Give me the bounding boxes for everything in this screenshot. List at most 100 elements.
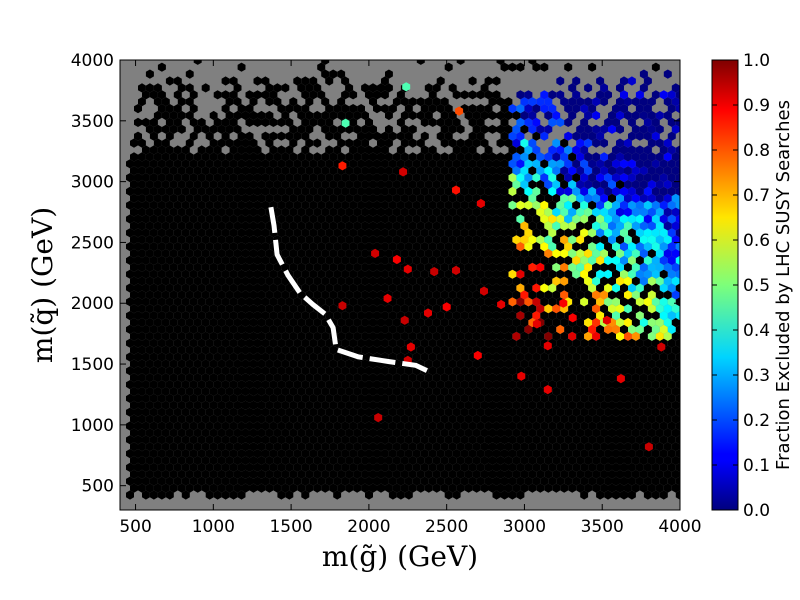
hexbin-cell <box>612 228 620 238</box>
hexbin-cell <box>321 317 330 328</box>
hexbin-cell <box>588 131 597 141</box>
y-tick-label: 2500 <box>71 233 114 253</box>
hexbin-cell <box>301 131 310 141</box>
hexbin-cell <box>484 159 493 169</box>
hexbin-cell <box>189 435 198 445</box>
hexbin-cell <box>305 469 314 479</box>
hexbin-cell <box>388 200 397 210</box>
hexbin-cell <box>301 435 310 445</box>
hexbin-cell <box>480 138 489 148</box>
hexbin-cell <box>452 311 461 321</box>
hexbin-cell <box>253 173 262 183</box>
hexbin-cell <box>488 248 497 259</box>
hexbin-cell <box>520 262 529 272</box>
hexbin-cell <box>679 140 680 146</box>
hexbin-cell <box>134 435 142 445</box>
hexbin-cell <box>560 248 569 259</box>
hexbin-cell <box>663 345 672 355</box>
hexbin-cell <box>261 449 270 459</box>
hexbin-cell <box>245 421 254 431</box>
hexbin-cell <box>675 338 680 348</box>
hexbin-cell <box>663 373 672 383</box>
hexbin-cell <box>157 462 166 472</box>
hexbin-cell <box>349 476 358 486</box>
hexbin-cells <box>126 60 692 500</box>
hexbin-cell <box>149 449 158 459</box>
hexbin-cell <box>225 124 234 134</box>
hexbin-cell <box>337 483 346 493</box>
hexbin-cell <box>580 131 589 141</box>
hexbin-cell <box>317 476 326 486</box>
hexbin-cell <box>408 414 417 424</box>
hexbin-cell <box>269 338 278 348</box>
hexbin-cell <box>620 421 628 431</box>
partial-exclusion-cell <box>559 298 568 308</box>
hexbin-cell <box>165 462 174 472</box>
hexbin-cell <box>440 262 449 272</box>
hexbin-cell <box>675 476 680 486</box>
hexbin-cell <box>341 393 350 403</box>
hexbin-cell <box>647 152 656 162</box>
hexbin-cell <box>209 207 218 217</box>
hexbin-cell <box>608 124 616 134</box>
hexbin-cell <box>392 235 401 245</box>
hexbin-cell <box>241 152 250 162</box>
hexbin-cell <box>412 311 421 321</box>
hexbin-cell <box>289 235 298 245</box>
hexbin-cell <box>684 90 692 99</box>
hexbin-cell <box>420 352 429 362</box>
hexbin-cell <box>436 435 445 445</box>
hexbin-cell <box>357 421 365 431</box>
hexbin-cell <box>647 276 656 286</box>
hexbin-cell <box>592 373 601 383</box>
hexbin-cell <box>544 262 553 272</box>
hexbin-cell <box>584 483 593 493</box>
hexbin-cell <box>349 393 358 403</box>
hexbin-cell <box>416 414 425 424</box>
hexbin-cell <box>249 345 258 355</box>
hexbin-cell <box>576 304 585 314</box>
hexbin-cell <box>540 449 549 459</box>
hexbin-cell <box>353 483 362 493</box>
hexbin-cell <box>392 386 401 397</box>
hexbin-cell <box>126 200 134 210</box>
hexbin-cell <box>548 90 557 100</box>
hexbin-cell <box>620 476 628 486</box>
hexbin-cell <box>404 131 413 141</box>
hexbin-cell <box>468 283 477 293</box>
hexbin-cell <box>412 242 421 252</box>
hexbin-cell <box>492 76 501 86</box>
hexbin-cell <box>564 421 573 431</box>
hexbin-cell <box>209 110 218 121</box>
hexbin-cell <box>576 359 585 369</box>
hexbin-cell <box>628 269 636 279</box>
hexbin-cell <box>285 421 294 431</box>
hexbin-cell <box>341 449 350 459</box>
hexbin-cell <box>512 414 521 424</box>
hexbin-cell <box>432 442 441 452</box>
hexbin-cell <box>540 283 549 293</box>
hexbin-cell <box>624 442 632 452</box>
hexbin-cell <box>639 359 648 369</box>
hexbin-cell <box>165 228 174 238</box>
hexbin-cell <box>333 449 342 459</box>
hexbin-cell <box>333 104 342 114</box>
hexbin-cell <box>472 331 481 341</box>
hexbin-cell <box>620 449 628 459</box>
hexbin-cell <box>221 393 230 403</box>
hexbin-cell <box>456 483 465 493</box>
hexbin-cell <box>285 462 294 472</box>
hexbin-cell <box>592 400 601 410</box>
hexbin-cell <box>205 283 214 293</box>
hexbin-cell <box>655 179 664 190</box>
hexbin-cell <box>377 276 385 286</box>
hexbin-cell <box>659 173 668 183</box>
hexbin-cell <box>205 186 214 196</box>
hexbin-cell <box>138 414 146 424</box>
hexbin-cell <box>313 483 322 493</box>
hexbin-cell <box>596 186 605 196</box>
hexbin-cell <box>572 476 581 486</box>
hexbin-cell <box>265 359 274 369</box>
hexbin-cell <box>281 317 290 328</box>
hexbin-cell <box>365 490 373 500</box>
